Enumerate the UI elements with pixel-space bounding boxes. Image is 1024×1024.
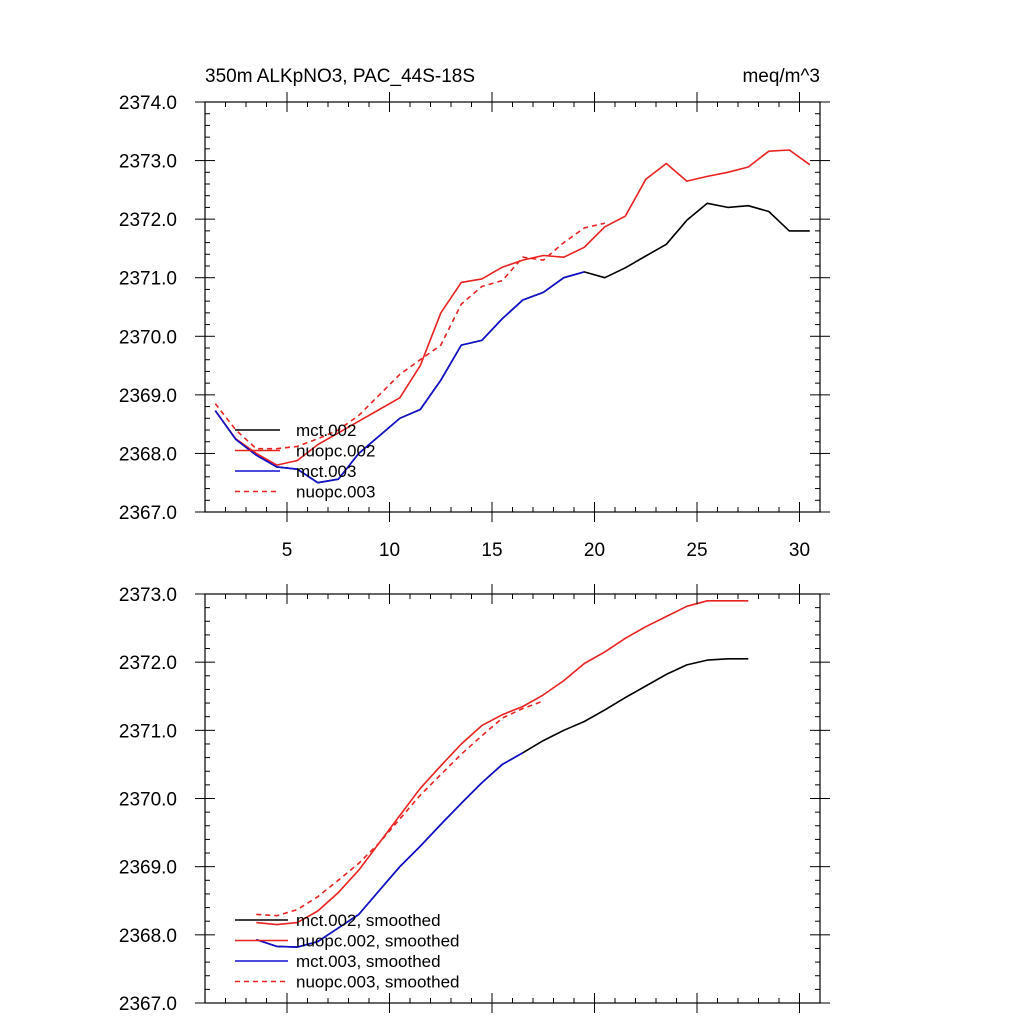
chart-title: 350m ALKpNO3, PAC_44S-18S xyxy=(205,66,475,87)
x-tick-label: 5 xyxy=(282,540,293,561)
units-label: meq/m^3 xyxy=(742,66,820,87)
legend-entry: mct.002, smoothed xyxy=(296,911,441,930)
y-tick-label: 2367.0 xyxy=(119,994,177,1015)
y-tick-label: 2367.0 xyxy=(119,503,177,524)
y-tick-label: 2369.0 xyxy=(119,858,177,879)
legend-entry: nuopc.003 xyxy=(296,483,375,502)
x-tick-label: 10 xyxy=(379,540,400,561)
series-line-mct-003-smoothed xyxy=(256,752,524,948)
y-tick-label: 2370.0 xyxy=(119,327,177,348)
y-tick-label: 2372.0 xyxy=(119,210,177,231)
y-tick-label: 2371.0 xyxy=(119,721,177,742)
series-group xyxy=(256,599,749,948)
series-group xyxy=(214,149,811,484)
series-line-nuopc-003-smoothed xyxy=(256,700,544,917)
series-line-nuopc-002 xyxy=(214,149,811,466)
y-tick-label: 2373.0 xyxy=(119,585,177,606)
top-panel: 350m ALKpNO3, PAC_44S-18S meq/m^3 5 10 15 20 2… xyxy=(119,66,830,561)
bottom-panel: 2367.0 2368.0 2369.0 2370.0 2371.0 2372.0 2373… xyxy=(119,584,830,1015)
legend-entry: nuopc.002, smoothed xyxy=(296,932,460,951)
series-line-nuopc-003 xyxy=(214,222,605,450)
y-tick-label: 2372.0 xyxy=(119,653,177,674)
x-tick-label: 30 xyxy=(789,540,810,561)
x-tick-label: 20 xyxy=(584,540,605,561)
y-tick-label: 2371.0 xyxy=(119,269,177,290)
series-line-nuopc-002-smoothed xyxy=(256,599,749,926)
legend-entry: nuopc.002 xyxy=(296,442,375,461)
legend-entry: mct.003 xyxy=(296,462,356,481)
series-line-mct-003 xyxy=(214,271,585,484)
y-tick-label: 2370.0 xyxy=(119,790,177,811)
legend-entry: mct.002 xyxy=(296,421,356,440)
y-tick-label: 2368.0 xyxy=(119,444,177,465)
x-tick-label: 15 xyxy=(481,540,502,561)
legend-entry: mct.003, smoothed xyxy=(296,952,441,971)
legend: mct.002, smoothed nuopc.002, smoothedmct.… xyxy=(235,911,460,992)
y-tick-label: 2369.0 xyxy=(119,386,177,407)
series-line-mct-002-smoothed xyxy=(256,657,749,948)
legend-entry: nuopc.003, smoothed xyxy=(296,973,460,992)
y-tick-label: 2374.0 xyxy=(119,93,177,114)
y-tick-label: 2373.0 xyxy=(119,152,177,173)
y-tick-label: 2368.0 xyxy=(119,926,177,947)
x-tick-label: 25 xyxy=(686,540,707,561)
